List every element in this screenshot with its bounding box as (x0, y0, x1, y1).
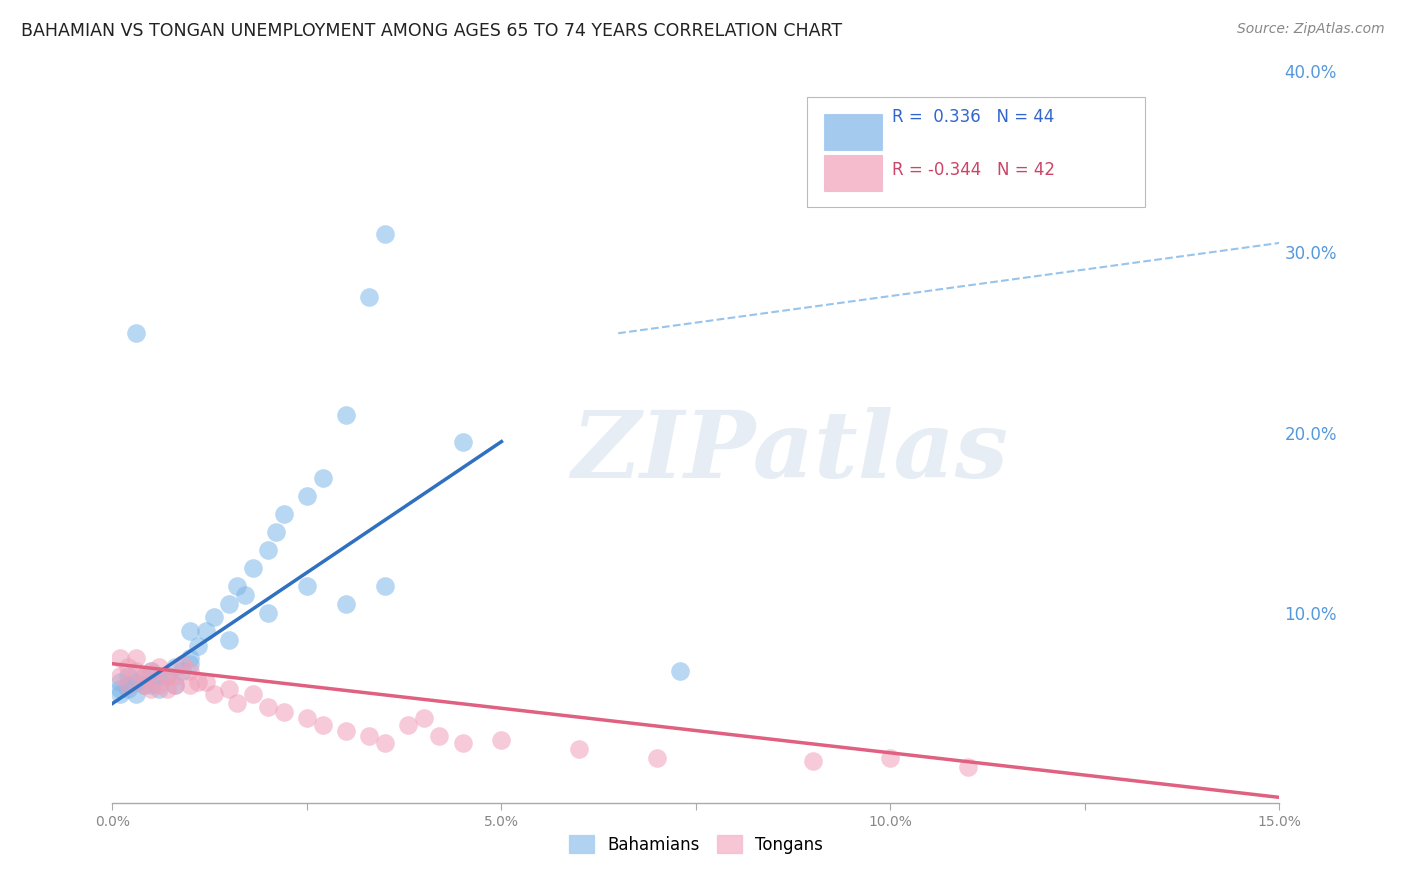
Point (295, 489, 318, 503)
Point (257, 606, 280, 620)
Point (218, 633, 240, 648)
Point (257, 700, 280, 714)
Point (218, 597, 240, 611)
Point (427, 729, 450, 743)
Point (359, 290, 381, 304)
Point (645, 750, 668, 764)
Point (374, 227, 396, 241)
Point (412, 711, 434, 725)
Point (273, 706, 295, 720)
Point (156, 669, 179, 683)
Point (218, 681, 240, 696)
Point (125, 326, 148, 341)
Point (273, 507, 295, 521)
Point (801, 754, 824, 768)
Point (374, 579, 396, 593)
Point (125, 664, 148, 678)
Point (163, 678, 186, 692)
Point (172, 657, 194, 671)
Point (264, 524, 287, 539)
Point (226, 579, 249, 593)
Point (132, 669, 155, 683)
Point (163, 669, 186, 683)
Point (202, 609, 225, 624)
Point (110, 674, 132, 689)
Point (141, 664, 163, 678)
FancyBboxPatch shape (824, 114, 882, 150)
Point (491, 732, 513, 747)
Point (194, 624, 217, 639)
Point (179, 624, 201, 639)
Point (172, 664, 194, 678)
Point (335, 597, 357, 611)
Point (132, 678, 155, 692)
Point (396, 718, 419, 732)
Point (163, 678, 186, 692)
Point (110, 688, 132, 702)
Point (125, 688, 148, 702)
Point (879, 750, 901, 764)
Point (117, 660, 139, 674)
Point (163, 660, 186, 674)
Point (335, 408, 357, 422)
Point (311, 471, 333, 485)
Point (568, 741, 591, 756)
Point (187, 639, 209, 653)
Point (233, 588, 256, 602)
Point (242, 688, 264, 702)
Point (125, 651, 148, 665)
Point (117, 678, 139, 692)
Legend: Bahamians, Tongans: Bahamians, Tongans (562, 829, 830, 860)
Point (179, 657, 201, 671)
Point (451, 434, 474, 449)
Point (141, 678, 163, 692)
Point (110, 651, 132, 665)
Point (187, 674, 209, 689)
Point (117, 678, 139, 692)
Point (311, 718, 333, 732)
Point (141, 681, 163, 696)
Point (148, 669, 170, 683)
Point (117, 681, 139, 696)
Point (148, 681, 170, 696)
Point (179, 651, 201, 665)
FancyBboxPatch shape (807, 97, 1146, 207)
Text: R =  0.336   N = 44: R = 0.336 N = 44 (891, 109, 1054, 127)
Point (156, 669, 179, 683)
Point (257, 543, 280, 558)
Point (132, 678, 155, 692)
Point (242, 561, 264, 575)
Text: ZIPatlas: ZIPatlas (571, 407, 1008, 497)
Point (179, 664, 201, 678)
Point (226, 697, 249, 711)
Point (132, 669, 155, 683)
Point (141, 664, 163, 678)
Point (957, 760, 980, 774)
Point (295, 579, 318, 593)
Point (202, 688, 225, 702)
Point (335, 723, 357, 738)
FancyBboxPatch shape (824, 155, 882, 191)
Point (359, 729, 381, 743)
Point (194, 674, 217, 689)
Point (110, 669, 132, 683)
Point (451, 736, 474, 750)
Text: R = -0.344   N = 42: R = -0.344 N = 42 (891, 161, 1054, 179)
Point (179, 678, 201, 692)
Point (148, 660, 170, 674)
Point (295, 711, 318, 725)
Point (110, 681, 132, 696)
Point (669, 664, 692, 678)
Point (125, 674, 148, 689)
Text: BAHAMIAN VS TONGAN UNEMPLOYMENT AMONG AGES 65 TO 74 YEARS CORRELATION CHART: BAHAMIAN VS TONGAN UNEMPLOYMENT AMONG AG… (21, 22, 842, 40)
Point (148, 678, 170, 692)
Point (374, 736, 396, 750)
Point (156, 681, 179, 696)
Text: Source: ZipAtlas.com: Source: ZipAtlas.com (1237, 22, 1385, 37)
Point (117, 669, 139, 683)
